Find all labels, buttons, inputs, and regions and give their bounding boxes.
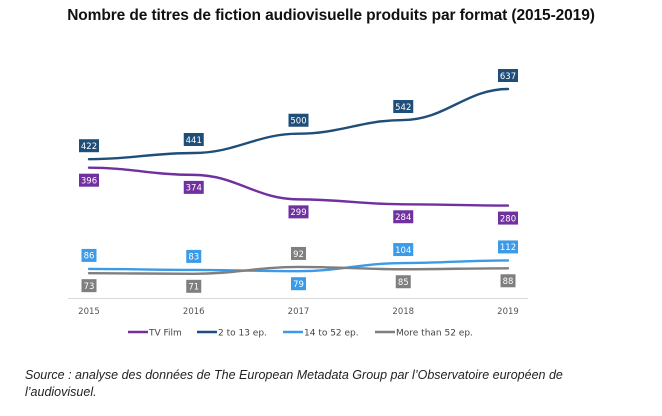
data-label: 85 xyxy=(398,278,409,288)
data-label-box xyxy=(186,279,202,293)
data-label-box xyxy=(183,180,204,194)
x-tick-label: 2017 xyxy=(288,307,310,317)
data-label: 86 xyxy=(84,252,95,262)
data-label-box xyxy=(183,133,204,146)
data-label-box xyxy=(393,100,414,114)
data-labels: 396 374 299 284 280 422 441 500 542 637 86 83 79 104 1… xyxy=(79,69,518,293)
data-label: 500 xyxy=(290,117,306,127)
legend-label: 2 to 13 ep. xyxy=(218,329,267,339)
x-tick-label: 2018 xyxy=(392,307,414,317)
data-label-box xyxy=(395,275,411,289)
data-label: 422 xyxy=(81,142,97,152)
data-label-box xyxy=(291,277,306,291)
series-line xyxy=(87,265,510,276)
data-label-box xyxy=(81,248,97,262)
data-label: 71 xyxy=(188,283,199,293)
legend-label: TV Film xyxy=(148,329,182,339)
x-tick-label: 2015 xyxy=(78,307,100,317)
data-label-box xyxy=(79,173,99,187)
x-tick-label: 2019 xyxy=(497,307,519,317)
data-label-box xyxy=(498,211,518,225)
legend-label: 14 to 52 ep. xyxy=(304,329,359,339)
data-label: 92 xyxy=(293,250,304,260)
data-label: 542 xyxy=(395,103,411,113)
data-label-box xyxy=(498,240,518,254)
series-line xyxy=(87,87,510,161)
data-label-box xyxy=(79,139,99,153)
series-line xyxy=(87,166,510,207)
data-label: 73 xyxy=(84,282,95,292)
line-chart: 2015 2016 2017 2018 2019 396 374 299 284 280 422 4… xyxy=(68,69,528,339)
data-label: 83 xyxy=(188,253,199,263)
data-label: 374 xyxy=(186,184,202,194)
source-note: Source : analyse des données de The Euro… xyxy=(25,368,563,399)
data-label-box xyxy=(291,246,306,260)
data-label: 284 xyxy=(395,213,411,223)
x-axis: 2015 2016 2017 2018 2019 xyxy=(68,298,528,317)
data-label: 104 xyxy=(395,246,411,256)
data-label-box xyxy=(288,113,309,127)
legend-label: More than 52 ep. xyxy=(396,329,473,339)
x-tick-label: 2016 xyxy=(183,307,205,317)
data-label-box xyxy=(500,274,516,288)
data-label: 280 xyxy=(500,214,516,224)
data-label-box xyxy=(81,279,97,293)
data-label: 79 xyxy=(293,280,304,290)
data-label: 88 xyxy=(503,277,514,287)
legend: TV Film 2 to 13 ep. 14 to 52 ep. More than … xyxy=(128,329,473,339)
data-label: 396 xyxy=(81,176,97,186)
data-label: 441 xyxy=(186,136,202,146)
data-label-box xyxy=(186,249,202,263)
data-label-box xyxy=(288,205,309,219)
data-label-box xyxy=(393,210,414,224)
chart-title: Nombre de titres de fiction audiovisuell… xyxy=(67,7,595,24)
series-lines xyxy=(87,87,510,276)
data-label: 637 xyxy=(500,72,516,82)
data-label: 299 xyxy=(290,208,306,218)
series-line xyxy=(87,259,510,273)
data-label-box xyxy=(498,69,518,82)
data-label-box xyxy=(393,243,414,257)
data-label: 112 xyxy=(500,243,516,253)
